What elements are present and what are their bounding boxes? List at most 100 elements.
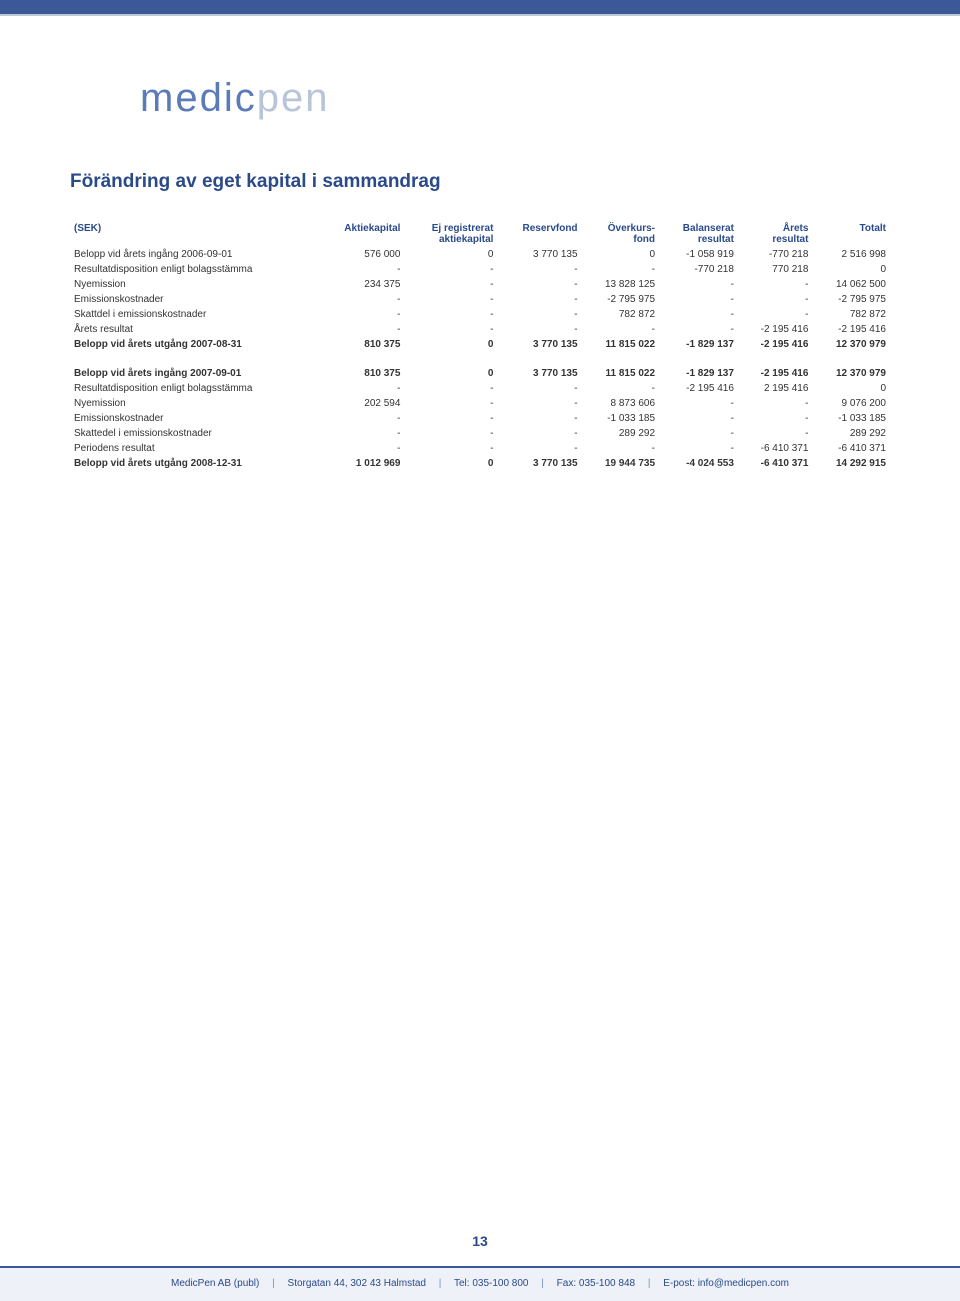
content-area: Förändring av eget kapital i sammandrag … <box>0 171 960 471</box>
row-value: - <box>497 426 581 441</box>
row-value: 0 <box>404 247 497 262</box>
footer-sep: | <box>648 1278 651 1289</box>
row-value: 19 944 735 <box>582 456 659 471</box>
row-value: 12 370 979 <box>812 337 890 352</box>
row-value: - <box>404 277 497 292</box>
row-value: - <box>659 426 738 441</box>
row-value: - <box>582 262 659 277</box>
row-value: -2 195 416 <box>659 381 738 396</box>
row-value: -1 829 137 <box>659 366 738 381</box>
table-row: Nyemission234 375--13 828 125--14 062 50… <box>70 277 890 292</box>
row-value: 576 000 <box>319 247 405 262</box>
row-value: - <box>319 292 405 307</box>
row-value: 0 <box>582 247 659 262</box>
row-value: -2 195 416 <box>738 337 813 352</box>
row-value: 0 <box>404 456 497 471</box>
table-row <box>70 352 890 366</box>
row-value: 0 <box>812 381 890 396</box>
row-value: -1 829 137 <box>659 337 738 352</box>
row-value: -2 195 416 <box>812 322 890 337</box>
table-row: Resultatdisposition enligt bolagsstämma-… <box>70 262 890 277</box>
equity-change-table: (SEK) Aktiekapital Ej registrerat aktiek… <box>70 221 890 471</box>
row-label: Årets resultat <box>70 322 319 337</box>
row-value: - <box>404 262 497 277</box>
row-value: 782 872 <box>582 307 659 322</box>
row-value: 11 815 022 <box>582 366 659 381</box>
row-value: - <box>738 277 813 292</box>
table-row: Belopp vid årets utgång 2007-08-31810 37… <box>70 337 890 352</box>
row-value: 2 516 998 <box>812 247 890 262</box>
row-value: - <box>497 277 581 292</box>
col-ej-registrerat: Ej registrerat aktiekapital <box>404 221 497 247</box>
table-row: Belopp vid årets ingång 2007-09-01810 37… <box>70 366 890 381</box>
row-value: 3 770 135 <box>497 247 581 262</box>
table-row: Årets resultat------2 195 416-2 195 416 <box>70 322 890 337</box>
footer-sep: | <box>272 1278 275 1289</box>
row-value: - <box>738 307 813 322</box>
row-value: - <box>319 307 405 322</box>
spacer-cell <box>70 352 890 366</box>
row-value: 234 375 <box>319 277 405 292</box>
row-value: 14 292 915 <box>812 456 890 471</box>
row-value: 0 <box>812 262 890 277</box>
row-label: Skattedel i emissionskostnader <box>70 426 319 441</box>
row-value: - <box>497 322 581 337</box>
table-row: Skattedel i emissionskostnader---289 292… <box>70 426 890 441</box>
col-balanserat: Balanserat resultat <box>659 221 738 247</box>
row-value: - <box>404 411 497 426</box>
row-label: Resultatdisposition enligt bolagsstämma <box>70 262 319 277</box>
row-value: -1 033 185 <box>582 411 659 426</box>
row-value: 3 770 135 <box>497 366 581 381</box>
row-label: Emissionskostnader <box>70 292 319 307</box>
row-value: -1 033 185 <box>812 411 890 426</box>
row-value: - <box>738 396 813 411</box>
row-value: - <box>319 262 405 277</box>
row-label: Belopp vid årets utgång 2007-08-31 <box>70 337 319 352</box>
row-value: - <box>659 292 738 307</box>
logo: medicpen <box>140 76 960 121</box>
row-value: -2 795 975 <box>582 292 659 307</box>
table-row: Belopp vid årets ingång 2006-09-01576 00… <box>70 247 890 262</box>
footer-company: MedicPen AB (publ) <box>171 1278 259 1289</box>
row-label: Periodens resultat <box>70 441 319 456</box>
row-label: Resultatdisposition enligt bolagsstämma <box>70 381 319 396</box>
col-aktiekapital: Aktiekapital <box>319 221 405 247</box>
row-label: Skattdel i emissionskostnader <box>70 307 319 322</box>
footer-tel: Tel: 035-100 800 <box>454 1278 529 1289</box>
row-value: -4 024 553 <box>659 456 738 471</box>
footer-address: Storgatan 44, 302 43 Halmstad <box>288 1278 426 1289</box>
row-value: -2 795 975 <box>812 292 890 307</box>
top-bar <box>0 0 960 16</box>
row-value: 2 195 416 <box>738 381 813 396</box>
row-value: -6 410 371 <box>738 456 813 471</box>
table-row: Emissionskostnader----2 795 975---2 795 … <box>70 292 890 307</box>
page-number: 13 <box>0 1233 960 1249</box>
row-value: 782 872 <box>812 307 890 322</box>
row-value: - <box>659 322 738 337</box>
row-label: Nyemission <box>70 277 319 292</box>
page-title: Förändring av eget kapital i sammandrag <box>70 171 890 193</box>
row-value: - <box>497 292 581 307</box>
row-value: 14 062 500 <box>812 277 890 292</box>
row-value: 8 873 606 <box>582 396 659 411</box>
row-value: - <box>319 381 405 396</box>
row-value: - <box>659 277 738 292</box>
footer-sep: | <box>439 1278 442 1289</box>
row-value: - <box>738 292 813 307</box>
row-value: - <box>497 411 581 426</box>
row-label: Nyemission <box>70 396 319 411</box>
col-reservfond: Reservfond <box>497 221 581 247</box>
row-value: - <box>404 441 497 456</box>
row-value: 289 292 <box>812 426 890 441</box>
row-value: 1 012 969 <box>319 456 405 471</box>
row-value: - <box>497 307 581 322</box>
col-overkursfond: Överkurs- fond <box>582 221 659 247</box>
row-value: - <box>659 441 738 456</box>
row-value: - <box>319 426 405 441</box>
row-value: - <box>659 396 738 411</box>
row-value: 202 594 <box>319 396 405 411</box>
row-value: 12 370 979 <box>812 366 890 381</box>
row-value: - <box>738 411 813 426</box>
row-label: Emissionskostnader <box>70 411 319 426</box>
row-value: - <box>582 381 659 396</box>
